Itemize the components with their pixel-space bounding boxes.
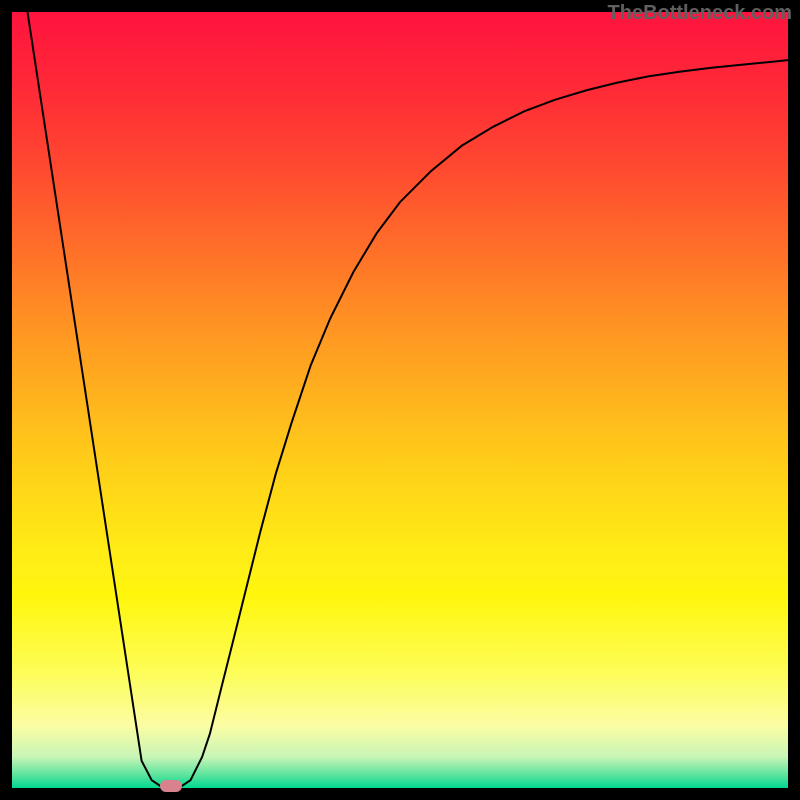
minimum-marker xyxy=(160,780,182,792)
chart-frame: TheBottleneck.com xyxy=(0,0,800,800)
bottleneck-curve xyxy=(12,12,788,788)
watermark-text: TheBottleneck.com xyxy=(608,2,792,25)
plot-area xyxy=(12,12,788,788)
